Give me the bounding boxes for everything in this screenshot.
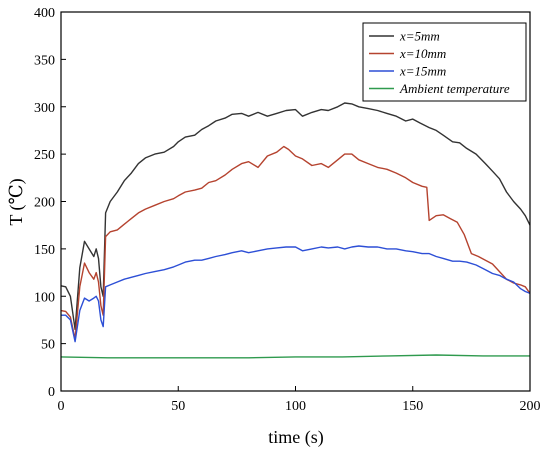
y-tick-label: 50 [41, 338, 55, 353]
y-tick-label: 100 [34, 290, 55, 305]
y-tick-label: 0 [48, 385, 55, 400]
y-tick-label: 250 [34, 148, 55, 163]
x-tick-label: 50 [171, 399, 185, 414]
y-axis-title: T (℃) [6, 178, 27, 225]
x-tick-label: 150 [402, 399, 423, 414]
y-tick-label: 200 [34, 196, 55, 211]
legend-label-3: x=15mm [399, 64, 446, 79]
x-tick-label: 100 [285, 399, 306, 414]
y-tick-label: 300 [34, 101, 55, 116]
legend-label-1: x=5mm [399, 29, 440, 44]
y-tick-label: 350 [34, 53, 55, 68]
series-line-1 [60, 102, 531, 331]
x-tick-label: 0 [58, 399, 65, 414]
legend: x=5mm x=10mm x=15mm Ambient temperature [362, 22, 527, 102]
series-line-4 [60, 354, 530, 359]
legend-label-4: Ambient temperature [399, 81, 510, 96]
legend-label-2: x=10mm [399, 46, 446, 61]
y-tick-label: 150 [34, 243, 55, 258]
series-line-2 [60, 145, 531, 340]
x-axis-title: time (s) [268, 427, 324, 448]
y-tick-label: 400 [34, 6, 55, 21]
x-tick-label: 200 [520, 399, 541, 414]
series-line-3 [61, 245, 531, 343]
